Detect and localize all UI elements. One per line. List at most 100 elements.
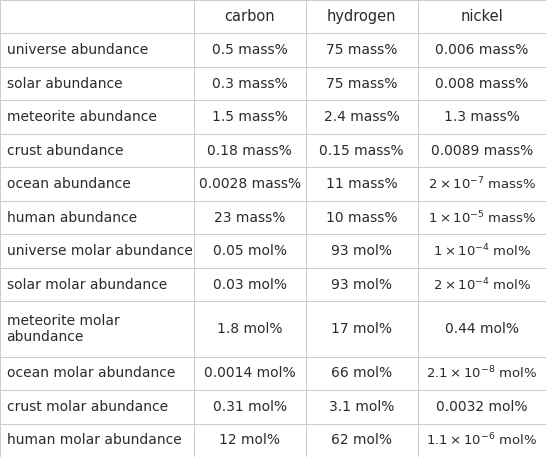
- Text: 62 mol%: 62 mol%: [331, 433, 392, 447]
- Bar: [0, 390, 194, 424]
- Bar: [418, 201, 546, 234]
- Bar: [418, 234, 546, 268]
- Bar: [418, 356, 546, 390]
- Text: 12 mol%: 12 mol%: [219, 433, 280, 447]
- Bar: [0, 301, 194, 356]
- Text: ocean abundance: ocean abundance: [7, 177, 130, 191]
- Text: carbon: carbon: [224, 9, 275, 24]
- Bar: [306, 0, 418, 33]
- Text: 11 mass%: 11 mass%: [326, 177, 397, 191]
- Bar: [306, 167, 418, 201]
- Text: $1.1\times10^{-6}$ mol%: $1.1\times10^{-6}$ mol%: [426, 432, 537, 449]
- Text: solar molar abundance: solar molar abundance: [7, 277, 167, 292]
- Text: 10 mass%: 10 mass%: [326, 211, 397, 225]
- Bar: [418, 390, 546, 424]
- Bar: [0, 134, 194, 167]
- Bar: [306, 101, 418, 134]
- Bar: [0, 424, 194, 457]
- Bar: [0, 234, 194, 268]
- Text: universe abundance: universe abundance: [7, 43, 148, 57]
- Bar: [194, 301, 306, 356]
- Text: 75 mass%: 75 mass%: [326, 77, 397, 90]
- Text: 0.05 mol%: 0.05 mol%: [213, 244, 287, 258]
- Bar: [306, 301, 418, 356]
- Text: $1\times10^{-4}$ mol%: $1\times10^{-4}$ mol%: [432, 243, 531, 260]
- Bar: [0, 201, 194, 234]
- Text: meteorite abundance: meteorite abundance: [7, 110, 156, 124]
- Text: 17 mol%: 17 mol%: [331, 322, 392, 336]
- Bar: [306, 234, 418, 268]
- Text: 1.8 mol%: 1.8 mol%: [217, 322, 282, 336]
- Bar: [418, 167, 546, 201]
- Text: 0.5 mass%: 0.5 mass%: [212, 43, 288, 57]
- Bar: [418, 101, 546, 134]
- Bar: [306, 268, 418, 301]
- Bar: [418, 0, 546, 33]
- Text: 0.03 mol%: 0.03 mol%: [213, 277, 287, 292]
- Text: solar abundance: solar abundance: [7, 77, 122, 90]
- Text: 0.0028 mass%: 0.0028 mass%: [199, 177, 301, 191]
- Bar: [306, 134, 418, 167]
- Bar: [0, 33, 194, 67]
- Bar: [0, 101, 194, 134]
- Bar: [194, 33, 306, 67]
- Text: 1.5 mass%: 1.5 mass%: [212, 110, 288, 124]
- Bar: [418, 424, 546, 457]
- Text: 0.0014 mol%: 0.0014 mol%: [204, 367, 295, 380]
- Text: 0.44 mol%: 0.44 mol%: [445, 322, 519, 336]
- Bar: [194, 390, 306, 424]
- Bar: [306, 356, 418, 390]
- Text: 23 mass%: 23 mass%: [214, 211, 286, 225]
- Text: 0.18 mass%: 0.18 mass%: [207, 143, 292, 158]
- Bar: [194, 356, 306, 390]
- Bar: [418, 134, 546, 167]
- Bar: [194, 167, 306, 201]
- Bar: [0, 356, 194, 390]
- Text: 93 mol%: 93 mol%: [331, 277, 392, 292]
- Bar: [0, 0, 194, 33]
- Text: meteorite molar
abundance: meteorite molar abundance: [7, 314, 120, 344]
- Text: universe molar abundance: universe molar abundance: [7, 244, 192, 258]
- Bar: [306, 424, 418, 457]
- Text: 93 mol%: 93 mol%: [331, 244, 392, 258]
- Bar: [418, 268, 546, 301]
- Bar: [194, 101, 306, 134]
- Text: human molar abundance: human molar abundance: [7, 433, 181, 447]
- Bar: [418, 67, 546, 101]
- Text: crust molar abundance: crust molar abundance: [7, 400, 168, 414]
- Bar: [194, 268, 306, 301]
- Bar: [194, 67, 306, 101]
- Bar: [418, 301, 546, 356]
- Bar: [306, 390, 418, 424]
- Text: 66 mol%: 66 mol%: [331, 367, 392, 380]
- Text: 0.3 mass%: 0.3 mass%: [212, 77, 288, 90]
- Text: human abundance: human abundance: [7, 211, 136, 225]
- Text: 0.0032 mol%: 0.0032 mol%: [436, 400, 527, 414]
- Bar: [194, 424, 306, 457]
- Bar: [418, 33, 546, 67]
- Text: 3.1 mol%: 3.1 mol%: [329, 400, 394, 414]
- Bar: [194, 234, 306, 268]
- Text: $2\times10^{-7}$ mass%: $2\times10^{-7}$ mass%: [428, 176, 536, 192]
- Text: 0.008 mass%: 0.008 mass%: [435, 77, 529, 90]
- Text: 75 mass%: 75 mass%: [326, 43, 397, 57]
- Text: $2.1\times10^{-8}$ mol%: $2.1\times10^{-8}$ mol%: [426, 365, 537, 382]
- Bar: [306, 201, 418, 234]
- Bar: [306, 67, 418, 101]
- Text: nickel: nickel: [460, 9, 503, 24]
- Bar: [194, 201, 306, 234]
- Text: 0.15 mass%: 0.15 mass%: [319, 143, 404, 158]
- Text: hydrogen: hydrogen: [327, 9, 396, 24]
- Text: crust abundance: crust abundance: [7, 143, 123, 158]
- Text: 1.3 mass%: 1.3 mass%: [444, 110, 520, 124]
- Text: 2.4 mass%: 2.4 mass%: [324, 110, 400, 124]
- Bar: [0, 67, 194, 101]
- Bar: [194, 134, 306, 167]
- Text: 0.0089 mass%: 0.0089 mass%: [431, 143, 533, 158]
- Bar: [306, 33, 418, 67]
- Text: 0.006 mass%: 0.006 mass%: [435, 43, 529, 57]
- Bar: [0, 167, 194, 201]
- Text: $1\times10^{-5}$ mass%: $1\times10^{-5}$ mass%: [428, 209, 536, 226]
- Text: 0.31 mol%: 0.31 mol%: [213, 400, 287, 414]
- Text: ocean molar abundance: ocean molar abundance: [7, 367, 175, 380]
